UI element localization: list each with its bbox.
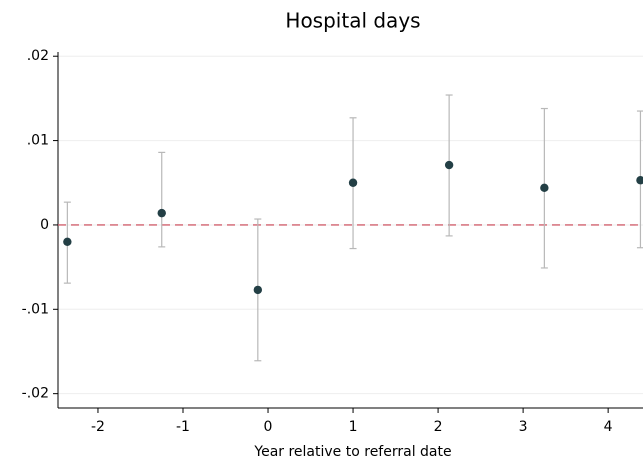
x-tick-label: 1 bbox=[349, 419, 358, 435]
x-tick-label: 2 bbox=[434, 419, 443, 435]
y-tick-label: 0 bbox=[40, 217, 49, 233]
point bbox=[444, 160, 454, 170]
chart-title: Hospital days bbox=[285, 9, 420, 33]
point bbox=[157, 208, 166, 218]
point bbox=[348, 178, 358, 187]
y-tick-label: .01 bbox=[27, 133, 49, 149]
y-tick-label: -.01 bbox=[22, 301, 49, 317]
x-tick-label: -2 bbox=[91, 419, 105, 435]
x-tick-label: 0 bbox=[264, 419, 273, 435]
x-axis-title: Year relative to referral date bbox=[253, 444, 451, 460]
point bbox=[63, 237, 72, 247]
x-tick-label: 4 bbox=[604, 419, 613, 435]
x-tick-label: 3 bbox=[519, 419, 528, 435]
y-tick-label: -.02 bbox=[22, 386, 49, 402]
x-tick-label: -1 bbox=[176, 419, 190, 435]
point bbox=[253, 285, 263, 295]
point bbox=[540, 183, 549, 193]
point bbox=[636, 176, 643, 185]
y-tick-label: .02 bbox=[27, 48, 49, 64]
